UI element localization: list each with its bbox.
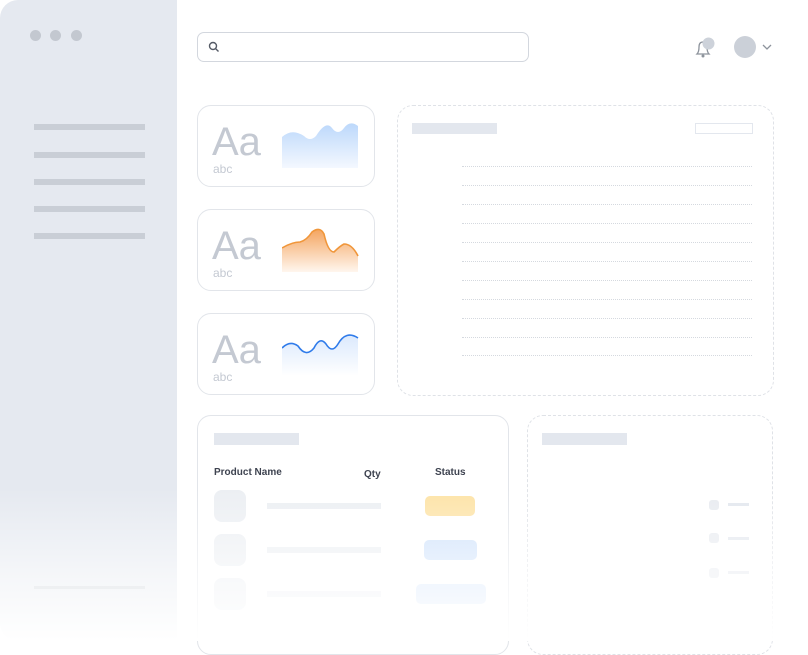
window-dot — [30, 30, 41, 41]
window-dot — [71, 30, 82, 41]
panel-filter-button[interactable] — [695, 123, 753, 134]
grid-line — [462, 355, 752, 356]
avatar[interactable] — [734, 36, 756, 58]
line-chart-icon — [282, 334, 359, 376]
chart-panel — [397, 105, 774, 396]
area-line-chart-icon — [282, 228, 359, 272]
chevron-down-icon[interactable] — [762, 44, 772, 50]
window-dot — [50, 30, 61, 41]
type-card[interactable]: Aa abc — [197, 313, 375, 395]
area-chart-icon — [282, 123, 358, 168]
grid-line — [462, 242, 752, 243]
type-card[interactable]: Aa abc — [197, 209, 375, 291]
grid-line — [462, 204, 752, 205]
grid-line — [462, 166, 752, 167]
sidebar-item[interactable] — [34, 124, 145, 130]
font-sample: Aa — [212, 328, 261, 372]
table-title-placeholder — [214, 433, 299, 445]
font-caption: abc — [213, 162, 233, 176]
search-input[interactable] — [197, 32, 529, 62]
sidebar-item[interactable] — [34, 233, 145, 239]
font-caption: abc — [213, 370, 233, 384]
sidebar-item[interactable] — [34, 152, 145, 158]
bell-icon[interactable] — [692, 36, 718, 60]
grid-line — [462, 299, 752, 300]
column-header-status: Status — [435, 467, 466, 478]
grid-line — [462, 223, 752, 224]
sidebar-item[interactable] — [34, 179, 145, 185]
column-header-qty: Qty — [364, 469, 381, 480]
grid-line — [462, 261, 752, 262]
font-sample: Aa — [212, 120, 261, 164]
panel-title-placeholder — [412, 123, 497, 134]
grid-line — [462, 185, 752, 186]
font-caption: abc — [213, 266, 233, 280]
column-header-product-name: Product Name — [214, 467, 282, 478]
type-card[interactable]: Aa abc — [197, 105, 375, 187]
sidebar-item[interactable] — [34, 206, 145, 212]
search-icon — [208, 41, 219, 52]
grid-line — [462, 318, 752, 319]
legend-title-placeholder — [542, 433, 627, 445]
grid-line — [462, 337, 752, 338]
grid-line — [462, 280, 752, 281]
bottom-fade — [0, 488, 808, 641]
font-sample: Aa — [212, 224, 261, 268]
